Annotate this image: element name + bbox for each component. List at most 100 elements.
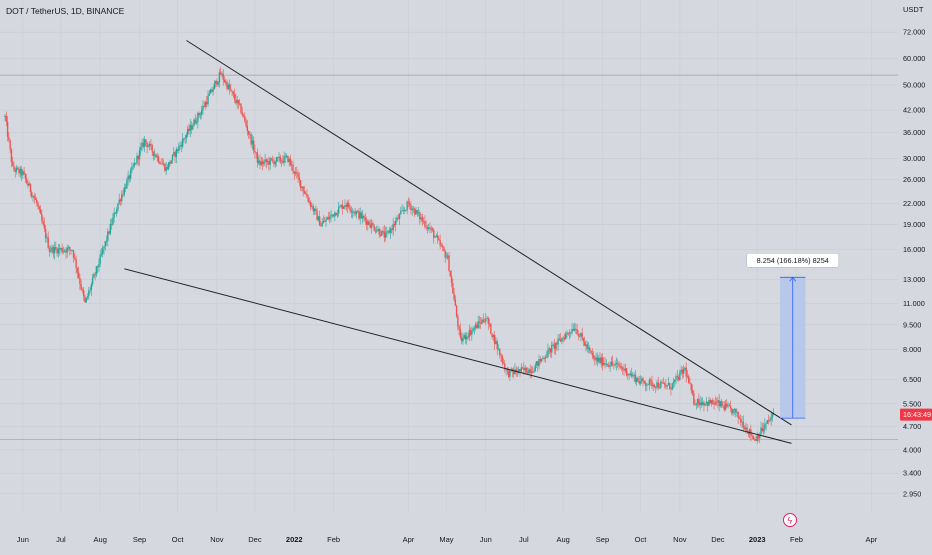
trendline-lower[interactable] (124, 268, 792, 444)
candle-down (619, 366, 621, 368)
candle-up (733, 408, 736, 410)
candle-down (79, 277, 81, 284)
candle-down (755, 439, 757, 442)
candle-up (207, 95, 209, 105)
candle-up (411, 208, 413, 211)
candle-down (407, 201, 410, 204)
price-axis[interactable]: 72.000 60.000 50.000 42.000 36.000 30.000 26.0… (903, 28, 925, 499)
candle-down (270, 158, 273, 160)
time-axis[interactable]: Jun Jul Aug Sep Oct Nov Dec 2022 Feb Apr May Jun Jul… (17, 535, 878, 544)
candle-up (105, 240, 108, 242)
candle-up (28, 183, 30, 186)
candle-up (88, 290, 90, 297)
candle-up (170, 160, 172, 164)
candle-down (307, 197, 309, 202)
candle-down (499, 348, 501, 355)
candle-down (38, 206, 41, 210)
candle-down (412, 208, 415, 210)
price-tick-label: 2.950 (903, 489, 921, 498)
candle-up (66, 247, 68, 253)
candle-up (112, 217, 114, 225)
candle-down (188, 128, 190, 131)
candle-up (367, 221, 369, 225)
candle-up (53, 246, 56, 254)
price-tick-label: 26.000 (903, 175, 925, 184)
candle-down (42, 220, 44, 225)
candle-down (515, 369, 517, 373)
candle-up (495, 341, 497, 345)
candle-down (507, 370, 510, 377)
candle-up (386, 231, 388, 233)
candle-up (336, 213, 339, 216)
candle-up (118, 199, 120, 204)
trendline-upper[interactable] (186, 40, 792, 426)
candle-up (330, 214, 332, 217)
candle-down (747, 431, 750, 435)
candle-up (760, 427, 762, 435)
candle-down (72, 250, 75, 258)
candle-down (273, 160, 275, 165)
candle-down (591, 353, 594, 356)
candle-up (597, 357, 600, 362)
candle-up (699, 402, 701, 406)
candle-down (746, 427, 748, 432)
candle-down (685, 367, 687, 377)
candle-down (360, 212, 363, 219)
candle-down (261, 161, 264, 165)
trendlines[interactable] (124, 40, 792, 444)
candle-up (62, 250, 65, 252)
candle-down (6, 121, 9, 137)
lightning-icon: ϟ (787, 515, 792, 525)
candle-down (543, 358, 545, 359)
candle-up (400, 210, 402, 215)
candle-down (310, 201, 312, 207)
candle-down (232, 91, 235, 95)
candle-up (86, 296, 89, 298)
candle-down (164, 163, 166, 171)
price-tick-label: 4.000 (903, 445, 921, 454)
candle-down (308, 201, 311, 203)
candle-down (761, 427, 763, 432)
candle-down (642, 378, 644, 381)
candle-up (263, 161, 265, 165)
time-tick-label: Jul (56, 535, 66, 544)
candle-up (123, 187, 125, 195)
candle-down (20, 168, 23, 176)
candle-down (676, 376, 679, 377)
candle-down (271, 159, 274, 161)
candle-down (348, 202, 350, 208)
measure-label-box (746, 253, 839, 268)
candle-down (159, 162, 161, 164)
candle-down (408, 203, 411, 206)
event-marker[interactable]: ϟ (783, 513, 797, 527)
candle-up (192, 125, 194, 130)
candle-down (577, 334, 580, 336)
candle-up (288, 158, 290, 163)
candle-up (705, 401, 708, 404)
candle-down (496, 341, 498, 349)
measure-tool[interactable]: 8.254 (166.18%) 8254 (746, 253, 839, 419)
candle-up (647, 384, 649, 386)
candle-down (691, 390, 694, 393)
candle-up (50, 251, 52, 252)
price-tick-label: 50.000 (903, 80, 925, 89)
candle-up (285, 155, 288, 157)
candle-up (624, 368, 627, 371)
candle-down (616, 363, 619, 364)
candle-up (370, 223, 373, 228)
candle-up (148, 143, 151, 147)
candle-down (606, 363, 609, 366)
candle-down (119, 199, 122, 202)
candle-down (753, 439, 756, 440)
candle-down (622, 367, 624, 370)
candle-down (731, 408, 733, 414)
candle-up (672, 381, 675, 384)
candle-down (450, 276, 453, 283)
candle-down (315, 208, 317, 212)
candle-up (90, 284, 93, 290)
candle-up (102, 248, 104, 254)
candle-down (372, 223, 374, 226)
candle-down (623, 369, 625, 371)
